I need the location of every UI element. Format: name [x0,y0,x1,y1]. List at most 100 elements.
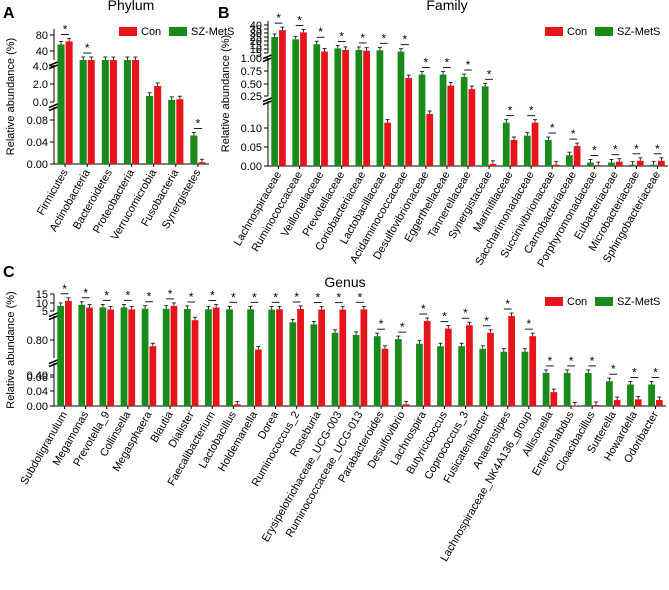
significance-star: * [196,117,201,131]
y-tick-label-A: 0.08 [27,115,48,127]
bar-con [489,163,497,166]
significance-star: * [315,291,320,305]
bar-szmets [544,140,552,166]
y-tick-label-A: 40 [36,46,48,58]
significance-star: * [487,67,492,81]
significance-star: * [421,302,426,316]
bar-szmets [57,44,65,164]
bar-con [487,332,494,406]
bar-con [466,325,473,406]
bar-con [86,307,93,406]
bar-szmets [141,308,149,406]
y-tick-label-B: 0.00 [241,161,262,173]
bar-szmets [605,381,613,406]
bar-szmets [292,39,300,166]
bar-szmets [101,60,109,164]
bar-con [339,309,347,406]
y-tick-label-B: 20 [250,36,262,48]
bar-con [254,349,262,406]
bar-con [615,161,623,166]
significance-star: * [550,121,555,135]
y-axis-label-A: Relative abundance (%) [5,38,17,155]
bar-szmets [629,164,636,166]
y-tick-label-B: 0.75 [241,66,262,78]
significance-star: * [252,290,257,304]
significance-star: * [571,127,576,141]
bar-szmets [79,60,87,164]
significance-star: * [508,104,513,118]
y-tick-label-C: 0.08 [27,372,48,384]
y-tick-label-B: 5 [256,48,262,60]
bar-szmets [394,339,402,406]
bar-szmets [566,155,573,166]
bar-szmets [587,162,594,166]
bar-szmets [627,384,634,406]
significance-star: * [381,31,386,45]
bar-szmets [162,308,170,406]
y-tick-label-A: 0.04 [27,137,48,149]
bar-con [423,321,431,406]
bar-szmets [190,135,198,164]
y-tick-label-A: 4.0 [33,61,48,73]
bar-con [550,392,558,406]
bar-con [634,399,642,406]
significance-star: * [569,354,574,368]
bar-szmets [458,346,466,406]
bar-szmets [500,351,508,406]
bar-con [198,162,206,164]
bar-con [107,309,115,406]
bar-szmets [608,162,615,166]
bar-con [65,41,73,164]
bar-szmets [397,51,405,166]
bar-con [321,51,328,166]
bar-con [594,165,602,166]
significance-star: * [403,33,408,47]
bar-szmets [310,324,318,406]
bar-con [149,346,157,406]
bar-con [176,99,184,164]
legend-label-szmets: SZ-MetS [617,26,660,38]
bar-szmets [376,50,384,167]
bar-szmets [123,60,131,164]
bar-con [405,78,413,166]
bar-szmets [289,322,297,406]
bar-szmets [352,334,360,406]
bar-szmets [146,95,154,164]
bar-szmets [183,308,191,406]
bar-szmets [648,384,655,406]
bar-con [360,309,368,406]
chart-title-A: Phylum [108,0,155,13]
y-tick-label-B: 0.10 [241,123,262,135]
significance-star: * [63,22,68,36]
chart-title-C: Genus [324,274,365,290]
legend-swatch-con [545,27,563,36]
bar-szmets [650,164,657,166]
y-tick-label-B: 40 [250,20,262,32]
significance-star: * [484,314,489,328]
bar-szmets [313,44,321,166]
y-tick-label-A: 2.0 [33,79,48,91]
bar-con [468,89,476,166]
chart-title-B: Family [426,0,467,13]
significance-star: * [210,289,215,303]
panel-label-B: B [218,5,230,22]
significance-star: * [611,362,616,376]
bar-szmets [584,372,592,406]
significance-star: * [442,310,447,324]
significance-star: * [526,317,531,331]
y-tick-label-C: 0.80 [27,335,48,347]
bar-con [65,300,72,406]
significance-star: * [62,282,67,296]
axis-break-A [48,63,60,70]
bar-szmets [99,307,107,406]
bar-szmets [247,309,254,406]
bar-con [447,85,455,166]
bar-con [342,49,349,167]
panel-label-C: C [3,264,15,281]
legend-label-szmets: SZ-MetS [191,26,234,38]
bar-szmets [542,372,550,406]
bar-con [212,307,220,406]
bar-szmets [226,309,233,406]
bar-con [384,122,392,166]
bar-con [132,60,140,164]
